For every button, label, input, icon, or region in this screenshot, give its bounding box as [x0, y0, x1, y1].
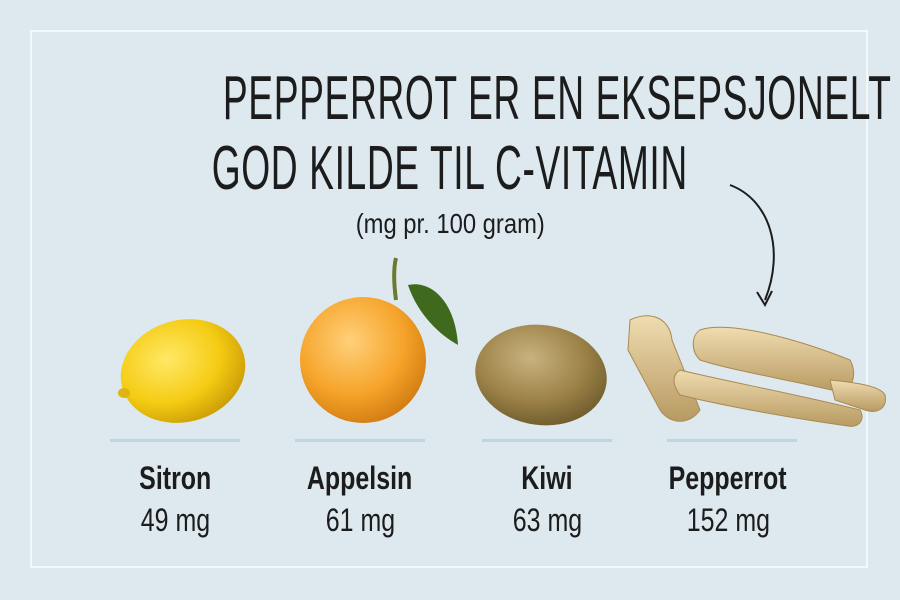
divider-sitron: [110, 439, 240, 442]
subtitle: (mg pr. 100 gram): [355, 208, 545, 239]
item-value-pepperrot: 152 mg: [686, 502, 770, 538]
item-value-sitron: 49 mg: [140, 502, 210, 538]
item-name-appelsin: Appelsin: [307, 460, 413, 496]
divider-appelsin: [295, 439, 425, 442]
divider-pepperrot: [667, 439, 797, 442]
item-name-kiwi: Kiwi: [521, 460, 573, 496]
orange-image: [300, 257, 458, 423]
item-value-kiwi: 63 mg: [512, 502, 582, 538]
item-name-pepperrot: Pepperrot: [669, 460, 787, 496]
lemon-image: [118, 319, 246, 423]
horseradish-image: [627, 315, 886, 427]
arrow-head-icon: [756, 290, 773, 308]
arrow-icon: [729, 184, 775, 301]
item-value-appelsin: 61 mg: [325, 502, 395, 538]
divider-kiwi: [482, 439, 612, 442]
frame-border: [30, 30, 868, 568]
title-line-2: GOD KILDE TIL C-VITAMIN: [211, 134, 689, 203]
kiwi-image: [475, 324, 607, 426]
title-line-1: PEPPERROT ER EN EKSEPSJONELT: [222, 64, 892, 133]
item-name-sitron: Sitron: [138, 460, 212, 496]
